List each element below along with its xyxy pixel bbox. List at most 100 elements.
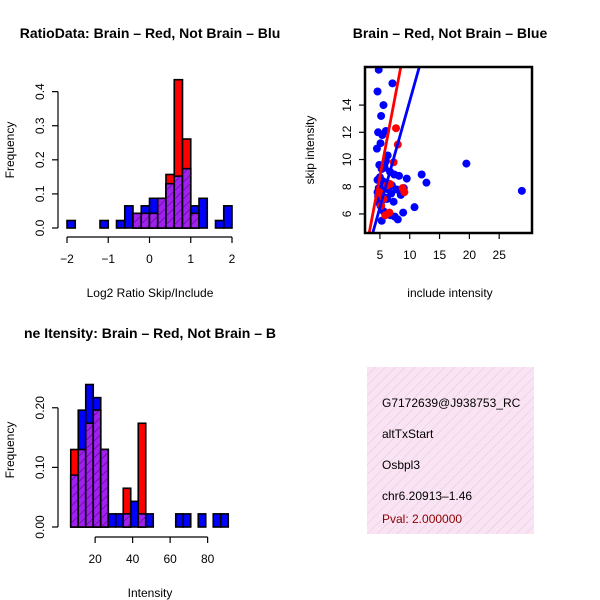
event-type-text: altTxStart — [382, 427, 434, 441]
intensity-histogram-panel: ne Itensity: Brain – Red, Not Brain – B … — [3, 325, 276, 600]
ratio-histogram-overlap-hatch — [174, 176, 183, 228]
ratio-histogram-axes: −2 −1 0 1 2 0.0 0.1 0.2 0.3 0.4 — [33, 83, 236, 266]
intensity-histogram-overlap-hatch — [70, 475, 79, 527]
pval-text: Pval: 2.000000 — [382, 512, 462, 526]
intensity-histogram-blue-bar — [219, 513, 230, 528]
intensity-histogram-overlap-hatch — [85, 423, 94, 527]
scatter-axes: 5 10 15 20 25 6 8 10 12 14 — [340, 98, 506, 262]
brain-scatter-point — [392, 124, 401, 133]
ratio-histogram-blue-bar — [198, 197, 209, 229]
not-brain-scatter-point — [393, 215, 402, 224]
scatter-x-tick-label: 5 — [377, 248, 384, 262]
intensity-histogram-x-tick-label: 80 — [201, 552, 215, 566]
ratio-histogram-overlap-hatch — [133, 213, 142, 228]
not-brain-scatter-point — [374, 67, 383, 74]
scatter-y-tick-label: 10 — [340, 153, 354, 167]
not-brain-scatter-point — [376, 139, 385, 148]
scatter-title: Brain – Red, Not Brain – Blue — [353, 25, 548, 41]
scatter-x-tick-label: 25 — [493, 248, 507, 262]
scatter-y-tick-label: 14 — [340, 98, 354, 112]
ratio-histogram-x-tick-label: 2 — [229, 252, 236, 266]
brain-fit-line — [367, 67, 403, 233]
intensity-histogram-blue-bar — [114, 513, 125, 528]
not-brain-scatter-point — [394, 171, 403, 180]
intensity-histogram-y-tick-label: 0.00 — [33, 515, 47, 539]
intensity-histogram-blue-bar — [182, 513, 192, 528]
ratio-histogram-y-tick-label: 0.4 — [33, 83, 47, 100]
ratio-histogram-xlabel: Log2 Ratio Skip/Include — [87, 286, 214, 300]
not-brain-scatter-point — [402, 174, 411, 183]
ratio-histogram-blue-bar — [115, 219, 126, 229]
ratio-histogram-overlap-hatch — [157, 198, 166, 228]
scatter-y-tick-label: 6 — [340, 210, 354, 217]
not-brain-scatter-point — [387, 189, 396, 198]
ratio-histogram-bars — [66, 78, 233, 229]
not-brain-scatter-point — [379, 101, 388, 110]
ratio-histogram-x-tick-label: −2 — [60, 252, 74, 266]
ratio-histogram-x-tick-label: 0 — [146, 252, 153, 266]
intensity-histogram-x-tick-label: 20 — [88, 552, 102, 566]
ratio-histogram-overlap-hatch — [141, 213, 150, 228]
intensity-histogram-blue-bar — [129, 500, 140, 528]
ratio-histogram-x-tick-label: 1 — [187, 252, 194, 266]
probe-id-text: G7172639@J938753_RC — [382, 396, 521, 410]
ratio-histogram-y-tick-label: 0.3 — [33, 117, 47, 134]
ratio-histogram-blue-bar — [123, 205, 134, 229]
intensity-histogram-blue-bar — [212, 513, 222, 528]
info-panel-background — [367, 367, 534, 534]
ratio-histogram-blue-bar — [99, 219, 110, 229]
not-brain-scatter-point — [388, 79, 397, 88]
intensity-histogram-blue-bar — [144, 513, 155, 528]
intensity-histogram-blue-bar — [174, 513, 185, 528]
scatter-frame — [363, 65, 534, 235]
not-brain-scatter-point — [377, 111, 386, 120]
ratio-histogram-blue-bar — [66, 219, 77, 229]
ratio-histogram-blue-bar — [222, 205, 233, 229]
intensity-histogram-ylabel: Frequency — [3, 422, 17, 479]
ratio-histogram-title: RatioData: Brain – Red, Not Brain – Blu — [20, 25, 281, 41]
scatter-xlabel: include intensity — [407, 286, 492, 300]
intensity-histogram-overlap-hatch — [78, 449, 86, 527]
intensity-histogram-y-tick-label: 0.10 — [33, 455, 47, 479]
ratio-histogram-y-tick-label: 0.0 — [33, 219, 47, 236]
intensity-scatter-panel: Brain – Red, Not Brain – Blue include in… — [303, 25, 547, 300]
ratio-histogram-y-tick-label: 0.1 — [33, 185, 47, 202]
intensity-histogram-blue-bar — [197, 513, 207, 528]
intensity-histogram-overlap-hatch — [93, 410, 101, 527]
not-brain-scatter-point — [410, 203, 419, 212]
ratio-histogram-ylabel: Frequency — [3, 122, 17, 179]
scatter-y-tick-label: 12 — [340, 125, 354, 139]
scatter-x-tick-label: 20 — [463, 248, 477, 262]
intensity-histogram-x-tick-label: 40 — [126, 552, 140, 566]
intensity-histogram-blue-bar — [107, 513, 117, 528]
scatter-ylabel: skip intensity — [303, 116, 317, 185]
ratio-histogram-blue-bar — [214, 219, 225, 229]
intensity-histogram-title: ne Itensity: Brain – Red, Not Brain – B — [24, 325, 276, 341]
intensity-histogram-red-bar — [137, 422, 147, 528]
ratio-histogram-overlap-hatch — [149, 213, 158, 228]
intensity-histogram-bars — [69, 383, 230, 528]
scatter-marks — [367, 67, 526, 233]
not-brain-scatter-point — [462, 159, 471, 168]
intensity-histogram-axes: 20 40 60 80 0.00 0.10 0.20 — [33, 396, 215, 566]
not-brain-scatter-point — [422, 178, 431, 187]
ratio-histogram-y-tick-label: 0.2 — [33, 151, 47, 168]
intensity-histogram-overlap-hatch — [100, 449, 109, 527]
ratio-histogram-x-tick-label: −1 — [101, 252, 115, 266]
ratio-histogram-overlap-hatch — [182, 168, 191, 228]
not-brain-scatter-point — [399, 208, 408, 217]
intensity-histogram-y-tick-label: 0.20 — [33, 396, 47, 420]
not-brain-scatter-point — [373, 87, 382, 96]
intensity-histogram-x-tick-label: 60 — [163, 552, 177, 566]
intensity-histogram-overlap-hatch — [123, 513, 131, 527]
scatter-x-tick-label: 10 — [403, 248, 417, 262]
ratio-histogram-panel: RatioData: Brain – Red, Not Brain – Blu … — [3, 25, 280, 300]
ratio-histogram-overlap-hatch — [166, 183, 175, 228]
not-brain-scatter-point — [517, 186, 526, 195]
not-brain-scatter-point — [417, 170, 426, 179]
not-brain-fit-line — [371, 67, 421, 233]
brain-scatter-point — [385, 208, 394, 217]
brain-scatter-point — [400, 188, 409, 197]
gene-name-text: Osbpl3 — [382, 458, 420, 472]
